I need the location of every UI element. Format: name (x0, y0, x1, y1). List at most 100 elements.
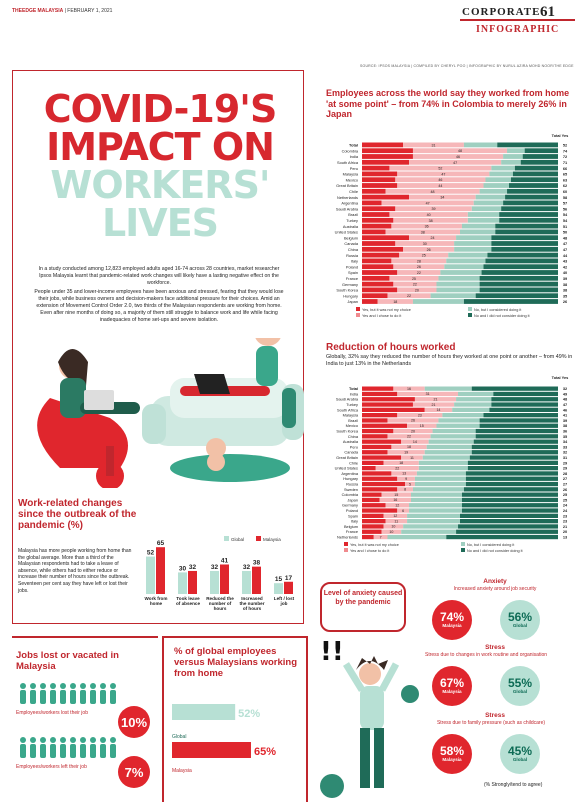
red-chart-total-yes-20: 25 (563, 492, 568, 497)
red-chart-seg-not-my-choice-6 (362, 418, 388, 423)
red-chart-seg-not-my-choice-25 (362, 519, 386, 524)
red-chart-chose-value-23: 6 (402, 509, 404, 513)
red-chart-chose-value-24: 12 (393, 514, 397, 518)
emp-chart-seg-not-my-choice-23 (362, 275, 390, 281)
title-line-3: WORKERS' (50, 163, 270, 207)
emp-chart-seg-not-my-choice-27 (362, 299, 378, 304)
red-chart-seg-not-my-choice-2 (362, 397, 415, 402)
red-chart-seg-not-considered-17 (465, 476, 558, 481)
emp-chart-seg-not-my-choice-16 (362, 235, 410, 241)
emp-chart-seg-considered-1 (507, 148, 525, 154)
red-chart-row-label-23: Poland (346, 508, 358, 513)
red-chart-chose-value-1: 31 (426, 392, 430, 396)
emp-chart-row-label-23: France (346, 276, 358, 281)
title-line-4: LIVES (101, 201, 219, 245)
emp-chart-seg-not-considered-26 (475, 293, 558, 299)
red-chart-seg-not-considered-0 (471, 386, 558, 391)
emp-chart-seg-not-my-choice-19 (362, 252, 400, 258)
red-chart-seg-not-considered-19 (463, 487, 558, 492)
emp-chart-chose-value-14: 36 (425, 225, 429, 229)
red-chart-seg-not-considered-21 (461, 497, 558, 503)
red-chart-seg-considered-9 (430, 434, 476, 439)
person-icon-body (40, 690, 46, 704)
red-chart-total-yes-0: 32 (563, 386, 568, 391)
emp-chart-row-label-22: Spain (348, 270, 358, 275)
red-chart-seg-chose-16 (391, 471, 417, 476)
emp-chart-seg-not-considered-12 (499, 212, 558, 217)
jobs-title: Jobs lost or vacated in Malaysia (16, 650, 119, 672)
legend-global-swatch (224, 536, 229, 541)
red-chart-seg-considered-18 (414, 481, 466, 487)
stress-family-malaysia-circle: 58% Malaysia (432, 734, 472, 774)
emp-chart-seg-considered-0 (463, 142, 498, 148)
wfh-bar-malaysia (172, 742, 251, 758)
person-icon (110, 737, 116, 743)
anxiety-global-value: 56% (507, 610, 533, 624)
emp-chart-seg-chose-27 (377, 299, 413, 304)
red-chart-seg-chose-28 (373, 534, 388, 540)
person-icon-body (20, 744, 26, 758)
emp-chart-seg-not-considered-19 (487, 252, 558, 258)
red-chart-row-label-18: Russia (346, 482, 359, 487)
red-legend-1: Yes, but it was not my choice (344, 542, 457, 547)
emp-chart-seg-chose-21 (393, 264, 445, 270)
emp-chart-seg-not-considered-9 (505, 194, 558, 200)
emp-chart-total-yes-14: 51 (563, 224, 568, 229)
red-chart-seg-chose-23 (397, 508, 410, 513)
emp-chart-seg-not-considered-22 (481, 270, 558, 275)
wc-bar-malaysia-3 (252, 566, 261, 594)
red-chart-seg-not-considered-7 (479, 423, 558, 428)
emp-chart-seg-chose-3 (409, 159, 502, 165)
stress-family-global-value: 45% (507, 744, 533, 758)
person-icon (70, 737, 76, 743)
emp-chart-total-yes-17: 47 (563, 241, 567, 246)
emp-chart-seg-chose-25 (397, 287, 437, 293)
stress-routine-heading: Stress (485, 644, 505, 651)
emp-chart-chose-value-0: 31 (432, 143, 436, 147)
jobs-left-value: 7% (124, 764, 144, 780)
emp-chart-total-yes-13: 54 (563, 218, 568, 223)
emp-chart-row-label-13: Turkey (346, 218, 358, 223)
red-chart-chose-value-17: 9 (405, 477, 407, 481)
emp-chart-row-label-26: Hungary (343, 293, 358, 298)
red-chart-seg-considered-1 (458, 391, 494, 397)
person-icon-body (100, 744, 106, 758)
reduction-subtitle: Globally, 32% say they reduced the numbe… (326, 354, 573, 367)
red-chart-chose-value-21: 16 (393, 498, 397, 502)
emp-chart-seg-not-my-choice-20 (362, 258, 392, 264)
emp-chart-row-label-15: United States (335, 230, 358, 235)
work-changes-text: Malaysia has more people working from ho… (18, 548, 132, 594)
red-chart-seg-not-considered-9 (475, 434, 558, 439)
red-chart-chose-value-2: 21 (434, 398, 438, 402)
masthead-date: FEBRUARY 1, 2021 (67, 8, 113, 14)
emp-chart-seg-not-my-choice-8 (362, 188, 386, 194)
red-chart-seg-chose-10 (401, 439, 429, 444)
emp-chart-seg-not-my-choice-24 (362, 281, 394, 287)
emp-chart-chose-value-20: 28 (417, 259, 421, 263)
stress-family-heading: Stress (485, 712, 505, 719)
red-chart-row-label-3: Turkey (346, 402, 358, 407)
emp-chart-row-label-18: China (348, 247, 359, 252)
emp-chart-row-label-6: Mexico (346, 177, 358, 182)
title-line-2: IMPACT ON (46, 125, 275, 169)
emp-chart-total-yes-3: 71 (563, 160, 568, 165)
red-chart-seg-not-my-choice-12 (362, 450, 388, 455)
masthead: THEEDGE MALAYSIA | FEBRUARY 1, 2021 (12, 8, 113, 14)
emp-chart-row-label-24: Germany (342, 282, 358, 287)
emp-chart-chose-value-6: 46 (438, 178, 442, 182)
anxiety-malaysia-value: 74% (439, 610, 465, 624)
red-chart-chose-value-22: 12 (395, 504, 399, 508)
emp-chart-seg-considered-2 (503, 154, 523, 159)
red-chart-seg-considered-0 (424, 386, 472, 391)
red-chart-total-yes-8: 36 (563, 429, 568, 434)
emp-chart-seg-not-considered-1 (524, 148, 558, 154)
red-chart-seg-chose-2 (414, 397, 457, 402)
person-icon-body (80, 690, 86, 704)
intro-text: In a study conducted among 12,823 employ… (34, 266, 284, 326)
emp-chart-seg-not-my-choice-6 (362, 177, 396, 183)
red-chart-seg-considered-24 (407, 513, 460, 518)
red-chart-seg-not-considered-2 (491, 397, 558, 402)
emp-legend-4: No and I did not consider doing it (468, 313, 576, 318)
emp-chart-total-yes-27: 26 (563, 299, 568, 304)
emp-chart-total-yes-23: 39 (563, 276, 568, 281)
